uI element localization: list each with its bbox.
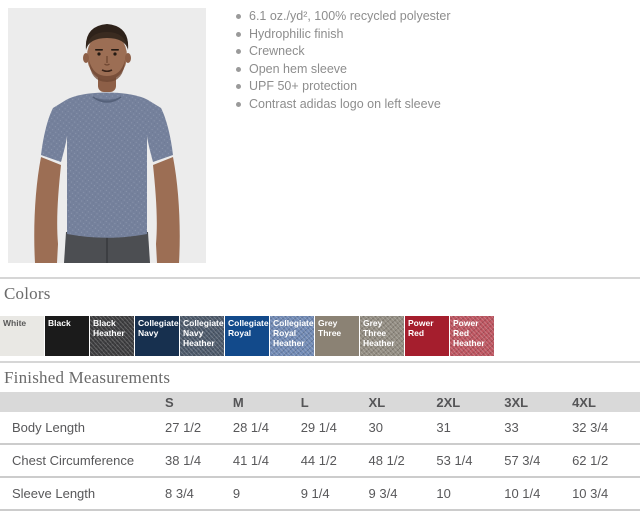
- swatch-label: Black: [48, 318, 71, 328]
- feature-list: 6.1 oz./yd², 100% recycled polyester Hyd…: [235, 10, 451, 115]
- feature-item: Contrast adidas logo on left sleeve: [235, 97, 451, 111]
- measurement-value: 30: [368, 412, 437, 445]
- swatch-label: Power Red Heather: [453, 318, 485, 348]
- measurements-table: S M L XL 2XL 3XL 4XL Body Length 27 1/2 …: [0, 392, 640, 511]
- measurement-value: 57 3/4: [504, 444, 573, 478]
- color-swatch-grey-three[interactable]: Grey Three: [315, 316, 359, 356]
- measurement-value: 33: [504, 412, 573, 445]
- measurements-heading: Finished Measurements: [4, 368, 171, 387]
- color-swatch-black-heather[interactable]: Black Heather: [90, 316, 134, 356]
- measurement-value: 32 3/4: [572, 412, 640, 445]
- measurement-value: 8 3/4: [165, 477, 233, 511]
- measurement-value: 10 1/4: [504, 477, 573, 511]
- color-swatch-black[interactable]: Black: [45, 316, 89, 356]
- measurement-value: 27 1/2: [165, 412, 233, 445]
- swatch-label: Collegiate Navy Heather: [183, 318, 224, 348]
- measurement-value: 10 3/4: [572, 477, 640, 511]
- measurement-value: 9: [232, 477, 301, 511]
- measurement-value: 44 1/2: [300, 444, 369, 478]
- table-row-chest-circumference: Chest Circumference 38 1/4 41 1/4 44 1/2…: [0, 444, 640, 478]
- product-photo: [8, 8, 206, 263]
- measurement-value: 38 1/4: [165, 444, 233, 478]
- swatch-label: Collegiate Royal Heather: [273, 318, 314, 348]
- colors-section: Colors White Black Black Heather Collegi…: [0, 277, 640, 361]
- size-header-empty: [0, 392, 165, 412]
- size-header: M: [232, 392, 301, 412]
- swatch-label: Collegiate Royal: [228, 318, 269, 338]
- swatch-label: Grey Three: [318, 318, 342, 338]
- row-label: Chest Circumference: [0, 444, 165, 478]
- row-label: Sleeve Length: [0, 477, 165, 511]
- color-swatch-collegiate-royal-heather[interactable]: Collegiate Royal Heather: [270, 316, 314, 356]
- feature-item: Hydrophilic finish: [235, 27, 451, 41]
- measurement-value: 28 1/4: [232, 412, 301, 445]
- color-swatch-collegiate-royal[interactable]: Collegiate Royal: [225, 316, 269, 356]
- divider: [0, 361, 640, 363]
- measurements-section: Finished Measurements S M L XL 2XL 3XL 4…: [0, 361, 640, 511]
- size-header: XL: [368, 392, 437, 412]
- size-header: 3XL: [504, 392, 573, 412]
- measurement-value: 9 1/4: [300, 477, 369, 511]
- feature-item: Open hem sleeve: [235, 62, 451, 76]
- product-overview: 6.1 oz./yd², 100% recycled polyester Hyd…: [8, 8, 451, 263]
- size-header-row: S M L XL 2XL 3XL 4XL: [0, 392, 640, 412]
- colors-heading: Colors: [4, 284, 51, 303]
- table-row-sleeve-length: Sleeve Length 8 3/4 9 9 1/4 9 3/4 10 10 …: [0, 477, 640, 511]
- measurement-value: 48 1/2: [368, 444, 437, 478]
- size-header: 2XL: [436, 392, 505, 412]
- size-header: L: [300, 392, 369, 412]
- feature-item: UPF 50+ protection: [235, 80, 451, 93]
- row-label: Body Length: [0, 412, 165, 445]
- color-swatch-grey-three-heather[interactable]: Grey Three Heather: [360, 316, 404, 356]
- model-illustration: [8, 8, 206, 263]
- swatch-label: White: [3, 318, 27, 328]
- color-swatch-collegiate-navy[interactable]: Collegiate Navy: [135, 316, 179, 356]
- swatch-label: Grey Three Heather: [363, 318, 395, 348]
- divider: [0, 277, 640, 279]
- color-swatch-power-red[interactable]: Power Red: [405, 316, 449, 356]
- measurement-value: 9 3/4: [368, 477, 437, 511]
- swatch-label: Power Red: [408, 318, 434, 338]
- feature-item: 6.1 oz./yd², 100% recycled polyester: [235, 10, 451, 23]
- color-swatch-strip: White Black Black Heather Collegiate Nav…: [0, 316, 640, 356]
- measurement-value: 29 1/4: [300, 412, 369, 445]
- measurement-value: 10: [436, 477, 505, 511]
- measurement-value: 62 1/2: [572, 444, 640, 478]
- swatch-label: Collegiate Navy: [138, 318, 179, 338]
- measurement-value: 41 1/4: [232, 444, 301, 478]
- measurement-value: 53 1/4: [436, 444, 505, 478]
- swatch-label: Black Heather: [93, 318, 125, 338]
- color-swatch-power-red-heather[interactable]: Power Red Heather: [450, 316, 494, 356]
- size-header: S: [165, 392, 233, 412]
- table-row-body-length: Body Length 27 1/2 28 1/4 29 1/4 30 31 3…: [0, 412, 640, 445]
- feature-item: Crewneck: [235, 45, 451, 58]
- color-swatch-collegiate-navy-heather[interactable]: Collegiate Navy Heather: [180, 316, 224, 356]
- color-swatch-white[interactable]: White: [0, 316, 44, 356]
- measurement-value: 31: [436, 412, 505, 445]
- size-header: 4XL: [572, 392, 640, 412]
